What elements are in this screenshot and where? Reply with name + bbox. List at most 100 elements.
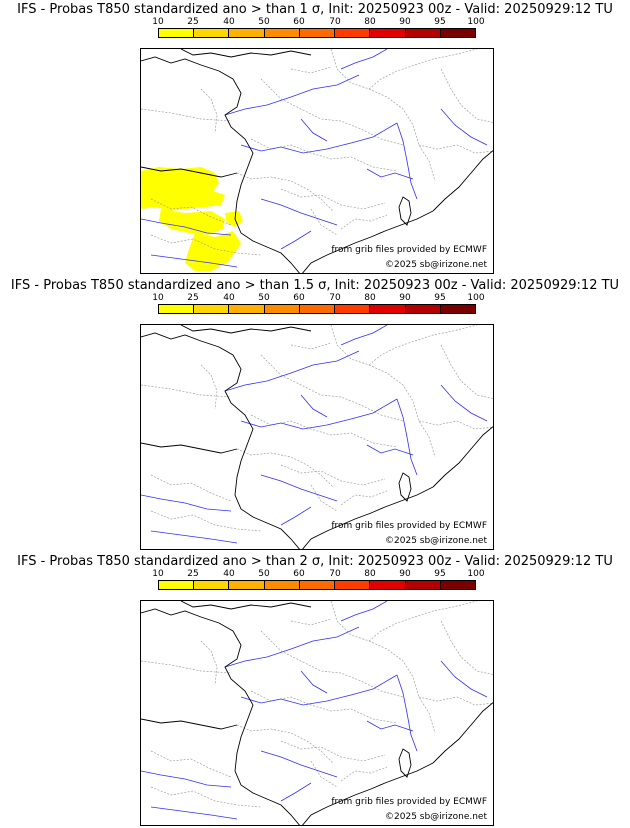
map-frame: from grib files provided by ECMWF ©2025 … bbox=[140, 48, 494, 274]
river bbox=[340, 49, 388, 70]
river bbox=[366, 444, 414, 456]
river bbox=[260, 474, 338, 502]
scale-label: 95 bbox=[434, 293, 446, 303]
scale-label: 50 bbox=[258, 293, 270, 303]
river bbox=[396, 398, 418, 476]
river bbox=[340, 325, 388, 346]
river bbox=[150, 530, 238, 544]
admin-border bbox=[200, 364, 218, 410]
scale-segment bbox=[229, 29, 265, 37]
scale-segment bbox=[194, 305, 230, 313]
scale-segment bbox=[440, 581, 475, 589]
scale-segment bbox=[370, 29, 406, 37]
admin-border bbox=[368, 325, 478, 366]
river bbox=[141, 770, 232, 788]
map-frame: from grib files provided by ECMWF ©2025 … bbox=[140, 600, 494, 826]
color-scale-bar bbox=[158, 304, 476, 314]
coastline bbox=[432, 426, 493, 488]
river bbox=[366, 168, 414, 180]
admin-border bbox=[280, 188, 386, 210]
admin-border bbox=[236, 448, 334, 488]
admin-border bbox=[260, 354, 404, 422]
admin-border bbox=[280, 464, 386, 486]
map-svg bbox=[141, 325, 493, 549]
admin-border bbox=[330, 49, 436, 182]
admin-border bbox=[150, 234, 262, 256]
scale-label: 25 bbox=[187, 569, 199, 579]
scale-segment bbox=[405, 305, 441, 313]
map-svg bbox=[141, 601, 493, 825]
admin-border bbox=[260, 78, 404, 146]
admin-border bbox=[150, 198, 232, 226]
scale-segment bbox=[299, 305, 336, 313]
panel-3: IFS - Probas T850 standardized ano > tha… bbox=[0, 552, 630, 828]
scale-label: 60 bbox=[293, 293, 305, 303]
scale-segment bbox=[264, 305, 300, 313]
scale-label: 100 bbox=[467, 17, 485, 27]
scale-segment bbox=[264, 581, 300, 589]
admin-border bbox=[290, 66, 332, 74]
river bbox=[280, 782, 312, 802]
admin-border bbox=[150, 474, 232, 502]
admin-border bbox=[418, 420, 493, 430]
scale-segment bbox=[440, 305, 475, 313]
river bbox=[141, 218, 232, 236]
map-svg bbox=[141, 49, 493, 273]
admin-border bbox=[141, 660, 232, 674]
admin-border bbox=[340, 766, 388, 782]
river bbox=[300, 670, 328, 694]
map-frame: from grib files provided by ECMWF ©2025 … bbox=[140, 324, 494, 550]
scale-segment bbox=[159, 581, 195, 589]
scale-segment bbox=[405, 29, 441, 37]
credit-copyright: ©2025 sb@irizone.net bbox=[385, 812, 487, 822]
scale-label: 70 bbox=[329, 293, 341, 303]
corsica-coastline bbox=[398, 196, 412, 226]
scale-label: 80 bbox=[364, 17, 376, 27]
admin-border bbox=[280, 740, 386, 762]
admin-border bbox=[250, 690, 398, 724]
scale-segment bbox=[159, 305, 195, 313]
admin-border bbox=[418, 144, 493, 154]
coastline bbox=[141, 56, 300, 273]
credit-source: from grib files provided by ECMWF bbox=[331, 797, 487, 807]
admin-border bbox=[310, 208, 338, 236]
admin-border bbox=[236, 724, 334, 764]
scale-segment bbox=[229, 581, 265, 589]
admin-border bbox=[200, 88, 218, 134]
admin-border bbox=[150, 750, 232, 778]
river bbox=[280, 506, 312, 526]
scale-label: 100 bbox=[467, 569, 485, 579]
scale-segment bbox=[335, 581, 371, 589]
scale-label: 90 bbox=[399, 569, 411, 579]
admin-border bbox=[290, 342, 332, 350]
admin-border bbox=[250, 414, 398, 448]
admin-border bbox=[368, 601, 478, 642]
scale-label: 40 bbox=[223, 293, 235, 303]
panel-title: IFS - Probas T850 standardized ano > tha… bbox=[10, 278, 620, 293]
river bbox=[396, 674, 418, 752]
scale-label: 80 bbox=[364, 293, 376, 303]
scale-segment bbox=[335, 305, 371, 313]
coastline bbox=[180, 325, 312, 334]
color-scale-labels: 10 25 40 50 60 70 80 90 95 100 bbox=[140, 17, 484, 28]
admin-border bbox=[340, 214, 388, 230]
scale-segment bbox=[370, 305, 406, 313]
river bbox=[300, 118, 328, 142]
color-scale-labels: 10 25 40 50 60 70 80 90 95 100 bbox=[140, 569, 484, 580]
scale-segment bbox=[159, 29, 195, 37]
river bbox=[260, 198, 338, 226]
river bbox=[280, 230, 312, 250]
panel-title: IFS - Probas T850 standardized ano > tha… bbox=[17, 554, 613, 569]
scale-segment bbox=[299, 29, 336, 37]
river bbox=[240, 674, 398, 706]
river bbox=[224, 626, 360, 668]
probability-area bbox=[141, 167, 225, 211]
admin-border bbox=[440, 68, 493, 123]
scale-label: 10 bbox=[152, 293, 164, 303]
coastline bbox=[180, 601, 312, 610]
scale-label: 70 bbox=[329, 17, 341, 27]
admin-border bbox=[260, 630, 404, 698]
scale-segment bbox=[299, 581, 336, 589]
river bbox=[224, 74, 360, 116]
admin-border bbox=[310, 484, 338, 512]
